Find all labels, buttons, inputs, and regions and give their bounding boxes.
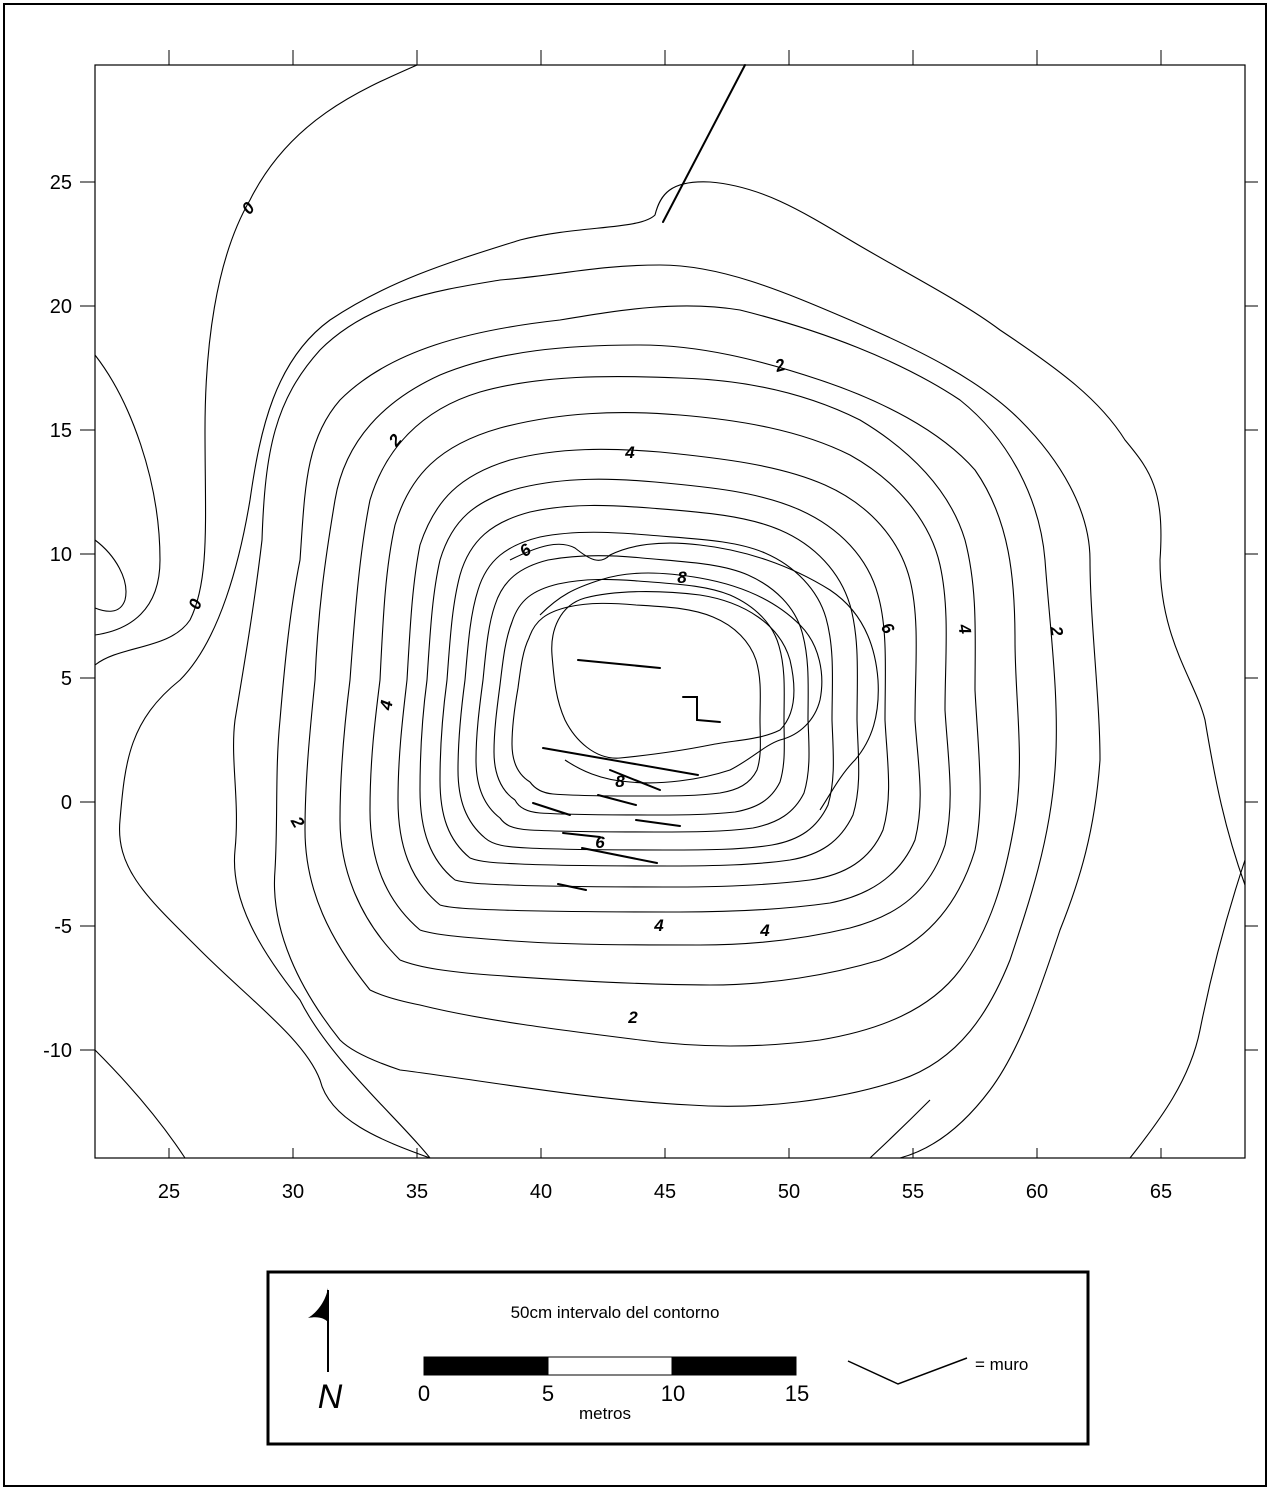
scale-tick-label: 10 [661,1381,685,1406]
y-tick-label: 10 [50,544,72,566]
x-tick-label: 60 [1026,1181,1048,1203]
wall-segment [635,819,681,827]
plot-area [94,64,1246,1159]
contour-label: 4 [759,921,770,940]
wall-segment [557,883,587,891]
wall-segment [562,832,601,838]
wall-segment [609,769,661,791]
wall-segment [682,696,721,723]
wall-legend-label: = muro [975,1355,1028,1374]
wall-segment [581,847,658,864]
legend: N 50cm intervalo del contorno 0 5 10 15 … [266,1270,1090,1446]
contour-label: 2 [627,1008,638,1027]
contour-label: 4 [376,698,397,712]
x-tick-label: 40 [530,1181,552,1203]
wall-symbol-icon [847,1357,968,1385]
wall-segment [542,747,699,776]
contour-ring [397,448,921,913]
x-tick-label: 55 [902,1181,924,1203]
wall-segment [662,64,746,223]
y-tick-label: -10 [43,1040,72,1062]
contour-0-inner-loop [94,539,127,612]
contour-ring [339,375,981,986]
x-axis: 25 30 35 40 45 50 55 60 65 [158,50,1172,1203]
scale-tick-label: 0 [418,1381,430,1406]
x-tick-label: 35 [406,1181,428,1203]
y-tick-label: 25 [50,172,72,194]
scale-tick-label: 5 [542,1381,554,1406]
x-tick-label: 30 [282,1181,304,1203]
contour-ring [493,578,785,816]
contour-outer-east [1129,859,1246,1159]
x-tick-label: 45 [654,1181,676,1203]
y-tick-label: 5 [61,668,72,690]
contour-label: 2 [772,355,788,376]
contour-outer [118,181,1246,1159]
contour-ring [304,344,1020,1047]
scale-tick-label: 15 [785,1381,809,1406]
contour-ring [439,504,860,867]
contour-label: 8 [677,568,687,587]
wall-segment [597,794,637,806]
contour-0-west [94,64,418,666]
walls [532,64,746,891]
x-tick-label: 50 [778,1181,800,1203]
contour-label: 2 [1046,624,1067,638]
contour-8-upper [539,572,823,784]
wall-segment [577,659,661,669]
contour-ring [475,555,810,833]
contour-ring [233,264,1101,1159]
contour-ring [419,478,890,888]
contour-6-upper [509,542,879,811]
wall-segment [532,802,571,816]
y-tick-label: 20 [50,296,72,318]
contour-0-sw [94,1049,186,1159]
contour-label: 2 [384,430,406,451]
contour-lines [94,64,1246,1159]
contour-ring [511,602,761,797]
north-label: N [318,1378,343,1416]
north-arrow-icon [308,1288,329,1372]
contour-label: 4 [954,622,975,636]
scale-unit-label: metros [579,1404,631,1423]
contour-label: 6 [877,619,898,637]
y-tick-label: 15 [50,420,72,442]
contour-labels: 0 0 2 2 2 2 2 4 4 4 4 4 6 6 6 8 8 [185,198,1067,1027]
contour-label: 0 [238,198,259,218]
y-tick-label: -5 [54,916,72,938]
contour-ring [273,305,1057,1107]
contour-label: 6 [595,833,605,852]
scale-bar [423,1356,797,1376]
y-tick-label: 0 [61,792,72,814]
contour-summit [551,591,795,759]
contour-label: 0 [185,596,206,612]
x-tick-label: 25 [158,1181,180,1203]
contour-0-loop [94,354,161,636]
map-frame [3,3,1267,1487]
contour-interval-label: 50cm intervalo del contorno [511,1303,720,1322]
contour-label: 8 [615,772,625,791]
y-axis: 25 20 15 10 5 0 -5 -10 [43,172,1258,1062]
x-tick-label: 65 [1150,1181,1172,1203]
contour-ring [369,412,951,946]
contour-ring [457,531,834,851]
contour-label: 4 [653,916,664,935]
contour-label: 4 [624,443,635,462]
contour-outer-se [869,1099,931,1159]
